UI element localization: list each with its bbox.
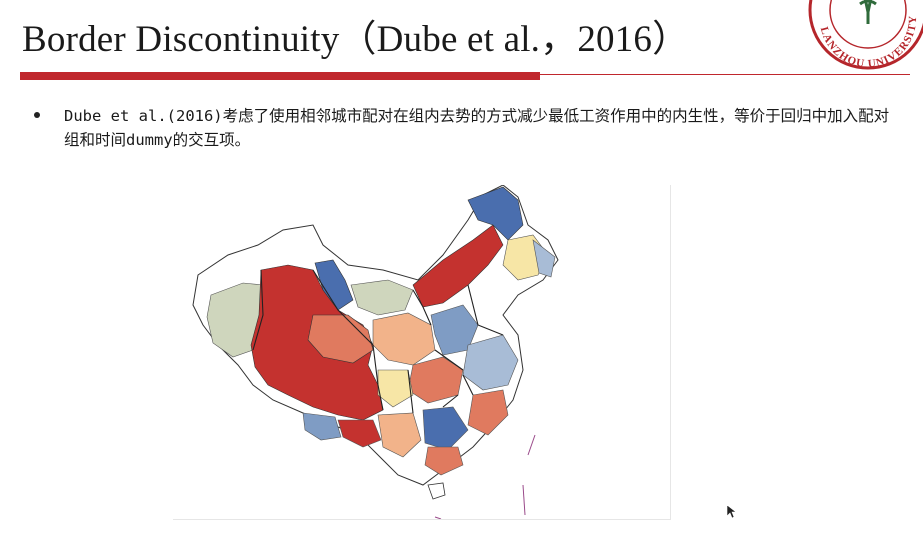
province-boundaries — [252, 269, 504, 414]
title-underline-thick — [20, 72, 540, 80]
region-dark-blue-nw — [314, 259, 354, 311]
china-choropleth-map — [192, 184, 559, 520]
region-dark-blue-ne — [467, 186, 524, 241]
mouse-cursor-icon — [727, 505, 737, 519]
region-ne-lightblue — [532, 239, 556, 278]
bullet-text: Dube et al.(2016)考虑了使用相邻城市配对在组内去势的方式减少最低… — [64, 107, 890, 149]
region-peach-south — [377, 412, 422, 458]
region-cream-central — [377, 369, 414, 408]
sea-dash-1 — [527, 434, 536, 456]
region-midblue-southwest — [302, 412, 342, 441]
region-hainan — [427, 482, 446, 500]
region-salmon-east — [467, 389, 509, 436]
china-city-map-figure — [173, 184, 671, 520]
slide-title: Border Discontinuity（Dube et al.，2016） — [22, 19, 690, 60]
sea-dash-3 — [434, 516, 442, 520]
bullet-dot — [34, 112, 40, 118]
region-peach-central — [372, 312, 436, 366]
region-salmon-southcoast — [424, 446, 464, 476]
region-dark-red-north — [412, 224, 504, 308]
title-underline-thin — [540, 74, 910, 75]
sea-dash-2 — [522, 484, 526, 516]
university-seal-logo: LANZHOU UNIVERSITY — [808, 0, 923, 70]
region-sage-north — [350, 279, 414, 316]
region-salmon-qinghai — [307, 314, 374, 364]
region-darkblue-south — [422, 406, 469, 451]
region-darkred-southwest — [337, 419, 382, 448]
